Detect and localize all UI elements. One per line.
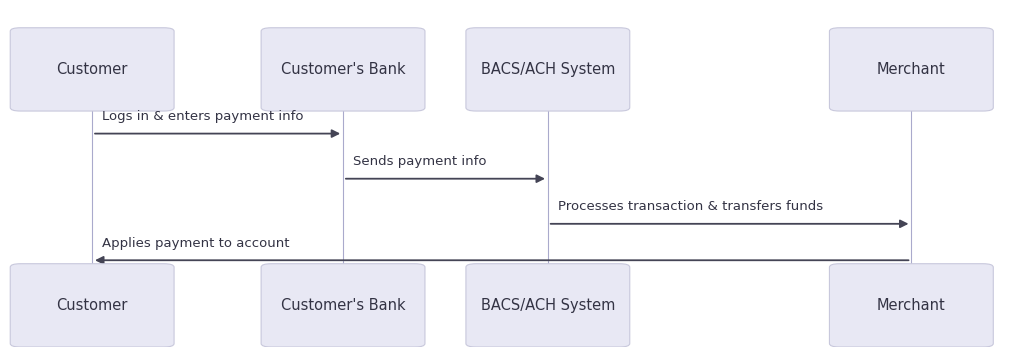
Text: Merchant: Merchant — [877, 298, 946, 313]
Text: Customer's Bank: Customer's Bank — [281, 62, 406, 77]
FancyBboxPatch shape — [10, 264, 174, 347]
Text: BACS/ACH System: BACS/ACH System — [480, 298, 615, 313]
Text: Customer: Customer — [56, 298, 128, 313]
FancyBboxPatch shape — [829, 28, 993, 111]
Text: Customer's Bank: Customer's Bank — [281, 298, 406, 313]
Text: Applies payment to account: Applies payment to account — [102, 237, 290, 250]
FancyBboxPatch shape — [466, 28, 630, 111]
FancyBboxPatch shape — [466, 264, 630, 347]
FancyBboxPatch shape — [829, 264, 993, 347]
FancyBboxPatch shape — [10, 28, 174, 111]
Text: Merchant: Merchant — [877, 62, 946, 77]
Text: Customer: Customer — [56, 62, 128, 77]
Text: BACS/ACH System: BACS/ACH System — [480, 62, 615, 77]
Text: Processes transaction & transfers funds: Processes transaction & transfers funds — [558, 201, 823, 213]
FancyBboxPatch shape — [261, 28, 425, 111]
Text: Sends payment info: Sends payment info — [353, 155, 486, 168]
Text: Logs in & enters payment info: Logs in & enters payment info — [102, 110, 304, 123]
FancyBboxPatch shape — [261, 264, 425, 347]
